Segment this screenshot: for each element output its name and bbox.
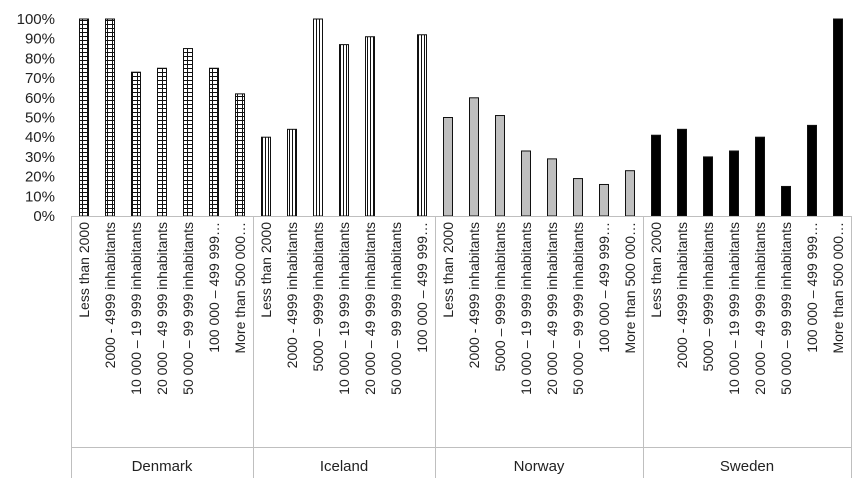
x-category-label: 5000 – 9999 inhabitants xyxy=(492,222,508,371)
y-tick-label: 50% xyxy=(25,110,55,127)
bar-sweden xyxy=(651,134,661,217)
bar-norway xyxy=(573,178,583,217)
bar-denmark xyxy=(183,48,193,217)
y-tick-label: 20% xyxy=(25,169,55,186)
bar-denmark xyxy=(131,71,141,217)
bar-sweden xyxy=(703,156,713,217)
y-tick-label: 70% xyxy=(25,70,55,87)
x-category-label: 20 000 – 49 999 inhabitants xyxy=(752,222,768,395)
x-category-label: 50 000 – 99 999 inhabitants xyxy=(388,222,404,395)
bar-sweden xyxy=(833,18,843,217)
bar-norway xyxy=(599,183,609,217)
bar-iceland xyxy=(287,128,297,217)
x-category-label: 20 000 – 49 999 inhabitants xyxy=(544,222,560,395)
bar-norway xyxy=(469,97,479,217)
x-category-label: 10 000 – 19 999 inhabitants xyxy=(518,222,534,395)
bar-iceland xyxy=(417,34,427,217)
x-category-label: 50 000 – 99 999 inhabitants xyxy=(180,222,196,395)
x-category-label: 2000 - 4999 inhabitants xyxy=(284,222,300,368)
x-category-label: 2000 - 4999 inhabitants xyxy=(102,222,118,368)
x-category-label: 10 000 – 19 999 inhabitants xyxy=(128,222,144,395)
x-category-label: 5000 – 9999 inhabitants xyxy=(310,222,326,371)
bar-sweden xyxy=(755,136,765,217)
x-category-label: 100 000 – 499 999… xyxy=(206,222,222,353)
bar-sweden xyxy=(807,124,817,217)
x-category-label: 10 000 – 19 999 inhabitants xyxy=(726,222,742,395)
group-label: Sweden xyxy=(720,458,774,475)
x-category-label: Less than 2000 xyxy=(258,222,274,318)
x-category-label: 5000 – 9999 inhabitants xyxy=(700,222,716,371)
x-category-label: 50 000 – 99 999 inhabitants xyxy=(570,222,586,395)
bar-denmark xyxy=(157,67,167,217)
x-category-label: 100 000 – 499 999… xyxy=(414,222,430,353)
x-category-label: 2000 - 4999 inhabitants xyxy=(466,222,482,368)
x-category-label: More than 500 000… xyxy=(830,222,846,354)
x-category-label: 100 000 – 499 999… xyxy=(596,222,612,353)
bar-norway xyxy=(521,150,531,217)
bar-iceland xyxy=(313,18,323,217)
group-label: Norway xyxy=(514,458,565,475)
y-tick-label: 100% xyxy=(17,11,55,28)
x-category-label: 100 000 – 499 999… xyxy=(804,222,820,353)
x-category-label: 50 000 – 99 999 inhabitants xyxy=(778,222,794,395)
x-category-label: 10 000 – 19 999 inhabitants xyxy=(336,222,352,395)
bar-denmark xyxy=(105,18,115,217)
bar-iceland xyxy=(339,44,349,217)
bar-sweden xyxy=(677,128,687,217)
bar-iceland xyxy=(365,36,375,217)
y-tick-label: 80% xyxy=(25,50,55,67)
bar-denmark xyxy=(235,93,245,217)
bars xyxy=(79,18,843,217)
y-tick-label: 40% xyxy=(25,129,55,146)
y-tick-label: 30% xyxy=(25,149,55,166)
bar-norway xyxy=(547,158,557,217)
group-label: Iceland xyxy=(320,458,368,475)
group-label: Denmark xyxy=(132,458,193,475)
bar-norway xyxy=(625,170,635,217)
x-category-label: Less than 2000 xyxy=(76,222,92,318)
y-tick-label: 90% xyxy=(25,31,55,48)
x-category-label: 20 000 – 49 999 inhabitants xyxy=(154,222,170,395)
x-category-label: More than 500 000… xyxy=(622,222,638,354)
x-axis: Less than 2000 2000 - 4999 inhabitants 10 … xyxy=(71,216,852,478)
x-category-label: Less than 2000 xyxy=(648,222,664,318)
x-category-label: 20 000 – 49 999 inhabitants xyxy=(362,222,378,395)
y-tick-label: 10% xyxy=(25,188,55,205)
bar-denmark xyxy=(209,67,219,217)
bar-sweden xyxy=(781,185,791,217)
bar-norway xyxy=(495,115,505,217)
bar-iceland xyxy=(261,136,271,217)
bar-norway xyxy=(443,117,453,217)
x-category-label: 2000 - 4999 inhabitants xyxy=(674,222,690,368)
bar-denmark xyxy=(79,18,89,217)
y-tick-label: 0% xyxy=(33,208,55,225)
x-category-label: Less than 2000 xyxy=(440,222,456,318)
x-category-label: More than 500 000… xyxy=(232,222,248,354)
y-tick-label: 60% xyxy=(25,90,55,107)
bar-sweden xyxy=(729,150,739,217)
y-axis: 0% 10% 20% 30% 40% 50% 60% 70% 80% 90% 100% xyxy=(17,11,55,225)
